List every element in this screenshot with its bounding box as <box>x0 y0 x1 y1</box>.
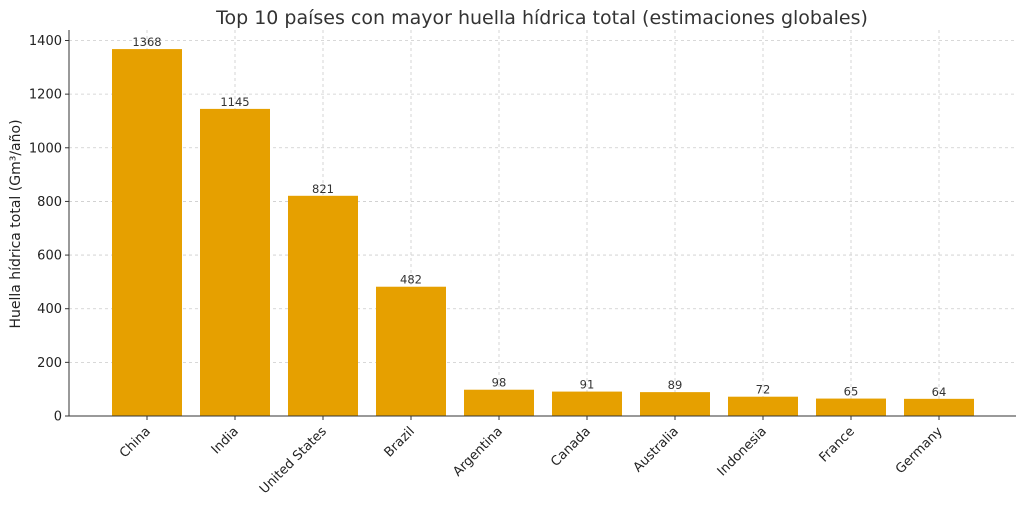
y-tick-label: 1200 <box>29 88 62 103</box>
bar <box>640 392 710 416</box>
bar <box>464 389 534 416</box>
bar <box>816 398 886 416</box>
bar <box>376 286 446 416</box>
bar <box>904 398 974 416</box>
data-label: 72 <box>756 383 771 397</box>
bar <box>728 396 798 416</box>
data-label-layer: 1368 1145 821 482 98 91 89 72 65 64 <box>132 35 946 399</box>
x-tick-label: Brazil <box>382 424 418 460</box>
y-tick-label: 800 <box>37 195 62 210</box>
x-tick-label: Canada <box>548 424 594 470</box>
data-label: 65 <box>844 385 859 399</box>
data-label: 64 <box>932 385 947 399</box>
data-label: 91 <box>580 378 595 392</box>
data-label: 1145 <box>220 95 249 109</box>
x-tick-label: India <box>209 424 242 457</box>
x-tick-label: France <box>817 424 858 465</box>
x-tick-label: Argentina <box>450 424 505 479</box>
data-label: 821 <box>312 182 334 196</box>
bar <box>112 49 182 416</box>
data-label: 1368 <box>132 35 161 49</box>
x-tick-label: Germany <box>893 424 946 477</box>
y-tick-label: 0 <box>54 410 62 425</box>
x-tick-label: Australia <box>631 424 682 475</box>
data-label: 89 <box>668 378 683 392</box>
data-label: 482 <box>400 273 422 287</box>
y-tick-label: 400 <box>37 302 62 317</box>
bar-layer <box>112 49 974 416</box>
x-tick-layer: China India United States Brazil Argentina Ca… <box>117 416 946 497</box>
data-label: 98 <box>492 376 507 390</box>
y-tick-label: 1400 <box>29 34 62 49</box>
chart-title: Top 10 países con mayor huella hídrica t… <box>215 7 868 29</box>
x-tick-label: Indonesia <box>715 424 770 479</box>
x-tick-label: United States <box>257 424 330 497</box>
y-tick-label: 600 <box>37 249 62 264</box>
bar <box>552 391 622 416</box>
bar <box>200 108 270 416</box>
bar <box>288 195 358 416</box>
x-tick-label: China <box>117 424 154 461</box>
y-tick-layer: 0 200 400 600 800 1000 1200 1400 <box>29 34 69 425</box>
y-axis-label: Huella hídrica total (Gm³/año) <box>8 119 24 328</box>
y-tick-label: 1000 <box>29 141 62 156</box>
y-tick-label: 200 <box>37 356 62 371</box>
